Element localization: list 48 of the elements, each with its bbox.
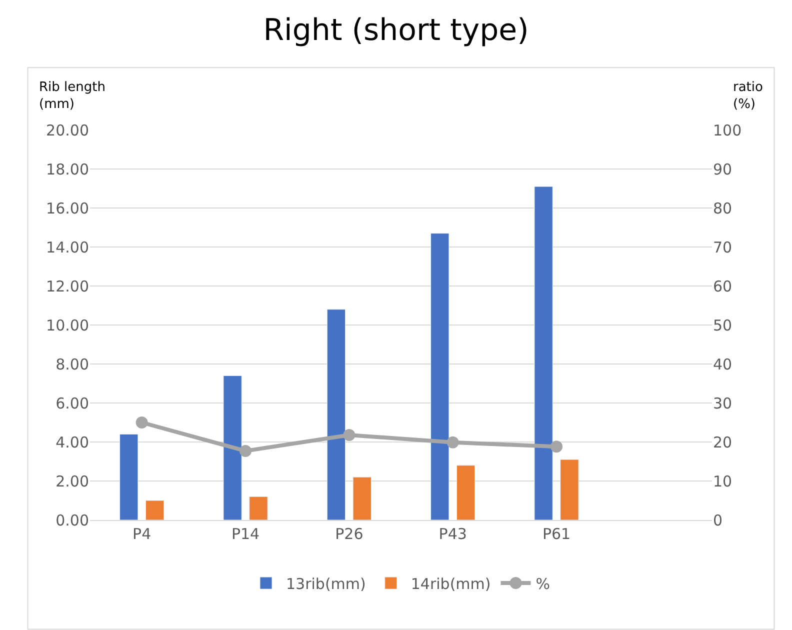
y2-tick-label: 20 [713, 433, 732, 452]
x-tick-label: P26 [335, 525, 364, 543]
bar [120, 434, 138, 520]
x-tick-label: P43 [438, 525, 467, 543]
y2-axis-title: ratio (%) [733, 80, 764, 112]
point [343, 428, 356, 441]
bar [560, 459, 579, 520]
y2-tick-label: 40 [713, 355, 732, 374]
bar [326, 309, 346, 520]
y2-tick-label: 60 [713, 277, 732, 296]
y2-tick-label: 80 [713, 199, 732, 218]
bar [145, 500, 164, 520]
y-tick-label: 14.00 [46, 238, 89, 256]
y-tick-label: 0.00 [56, 511, 89, 530]
legend-label: 14rib(mm) [410, 574, 491, 593]
legend-label: 13rib(mm) [286, 574, 366, 593]
y-tick-label: 10.00 [46, 316, 89, 334]
bar [249, 496, 268, 520]
y2-tick-label: 90 [713, 160, 732, 178]
y-tick-label: 6.00 [56, 394, 89, 412]
chart-title: Right (short type) [263, 12, 529, 48]
point [446, 436, 459, 448]
y-tick-label: 8.00 [56, 355, 89, 374]
x-tick-label: P4 [132, 525, 152, 543]
bar [223, 375, 242, 520]
y-tick-label: 16.00 [46, 199, 89, 218]
legend-label: % [536, 574, 550, 593]
point [550, 440, 562, 453]
x-tick-label: P61 [542, 525, 571, 543]
y-tick-label: 4.00 [56, 433, 89, 452]
y2-tick-label: 100 [713, 121, 742, 140]
bar [430, 233, 450, 520]
point [240, 444, 252, 457]
y-tick-label: 2.00 [56, 472, 89, 490]
y2-tick-label: 10 [713, 472, 732, 490]
point [136, 416, 148, 428]
y2-tick-label: 70 [713, 238, 732, 256]
bar [456, 465, 476, 520]
y-tick-label: 20.00 [46, 121, 89, 140]
y2-tick-label: 0 [713, 511, 723, 530]
y2-tick-label: 50 [713, 316, 732, 334]
y2-tick-label: 30 [713, 394, 732, 412]
bar [534, 186, 553, 520]
x-tick-label: P14 [231, 525, 260, 543]
y-axis-title: Rib length (mm) [39, 80, 106, 112]
y-tick-label: 18.00 [46, 160, 89, 178]
y-tick-label: 12.00 [46, 277, 89, 296]
bar [352, 476, 372, 520]
